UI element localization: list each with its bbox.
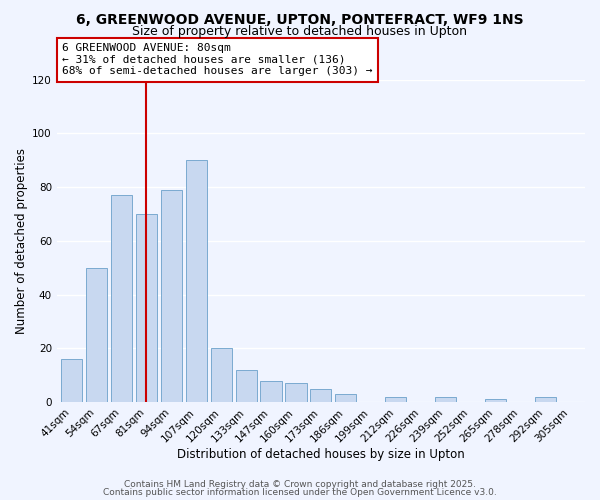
Bar <box>335 394 356 402</box>
Bar <box>236 370 257 402</box>
Text: Contains public sector information licensed under the Open Government Licence v3: Contains public sector information licen… <box>103 488 497 497</box>
Bar <box>161 190 182 402</box>
Text: 6, GREENWOOD AVENUE, UPTON, PONTEFRACT, WF9 1NS: 6, GREENWOOD AVENUE, UPTON, PONTEFRACT, … <box>76 12 524 26</box>
Text: Contains HM Land Registry data © Crown copyright and database right 2025.: Contains HM Land Registry data © Crown c… <box>124 480 476 489</box>
Bar <box>186 160 207 402</box>
Bar <box>260 380 281 402</box>
Y-axis label: Number of detached properties: Number of detached properties <box>15 148 28 334</box>
Bar <box>136 214 157 402</box>
Bar <box>286 384 307 402</box>
Bar <box>435 396 456 402</box>
Bar <box>535 396 556 402</box>
Text: 6 GREENWOOD AVENUE: 80sqm
← 31% of detached houses are smaller (136)
68% of semi: 6 GREENWOOD AVENUE: 80sqm ← 31% of detac… <box>62 43 373 76</box>
Bar <box>485 400 506 402</box>
Bar <box>61 359 82 402</box>
Bar <box>111 195 132 402</box>
Bar <box>211 348 232 402</box>
Bar <box>310 388 331 402</box>
Bar <box>385 396 406 402</box>
X-axis label: Distribution of detached houses by size in Upton: Distribution of detached houses by size … <box>177 448 465 461</box>
Text: Size of property relative to detached houses in Upton: Size of property relative to detached ho… <box>133 25 467 38</box>
Bar <box>86 268 107 402</box>
